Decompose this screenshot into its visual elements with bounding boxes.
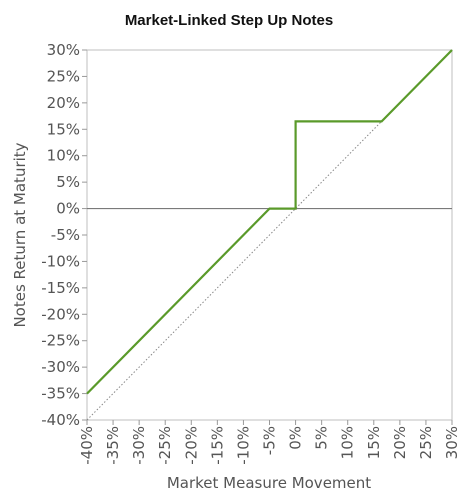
y-tick-label: -15% [41,279,80,297]
y-tick-label: 5% [56,173,80,191]
y-tick-label: 15% [47,120,80,138]
y-tick-label: -20% [41,305,80,323]
y-tick-label: -30% [41,358,80,376]
x-tick-label: 25% [417,426,435,459]
reference-line [86,49,453,421]
notes-return-line [86,49,453,395]
y-tick-label: 0% [56,200,80,218]
y-tick-label: -40% [41,411,80,429]
chart-title: Market-Linked Step Up Notes [125,12,333,29]
x-tick-label: 5% [313,426,331,450]
x-tick-label: 20% [391,426,409,459]
x-tick-label: 10% [339,426,357,459]
y-tick-label: 25% [47,67,80,85]
x-tick-label: -25% [156,426,174,465]
x-tick-label: -10% [234,426,252,465]
x-tick-label: 30% [443,426,461,459]
y-tick-label: -35% [41,385,80,403]
y-tick-label: -5% [51,226,80,244]
x-tick-label: -30% [130,426,148,465]
y-tick-label: 10% [47,147,80,165]
x-tick-label: -15% [208,426,226,465]
x-axis-label: Market Measure Movement [167,474,371,492]
y-tick-label: -25% [41,332,80,350]
x-tick-label: 15% [365,426,383,459]
x-tick-label: -35% [104,426,122,465]
y-axis: 30% 25% 20% 15% 10% 5% 0% -5% -10% -15% -20% -25% -3… [41,41,87,429]
y-tick-label: 30% [47,41,80,59]
y-axis-label: Notes Return at Maturity [11,142,29,327]
plot-area [86,49,453,421]
y-tick-label: -10% [41,252,80,270]
y-tick-label: 20% [47,94,80,112]
x-tick-label: -40% [78,426,96,465]
x-axis: -40% -35% -30% -25% -20% -15% -10% -5% 0% 5% 10% 15… [78,420,461,465]
x-tick-label: -20% [182,426,200,465]
x-tick-label: -5% [261,426,279,455]
x-tick-label: 0% [287,426,305,450]
